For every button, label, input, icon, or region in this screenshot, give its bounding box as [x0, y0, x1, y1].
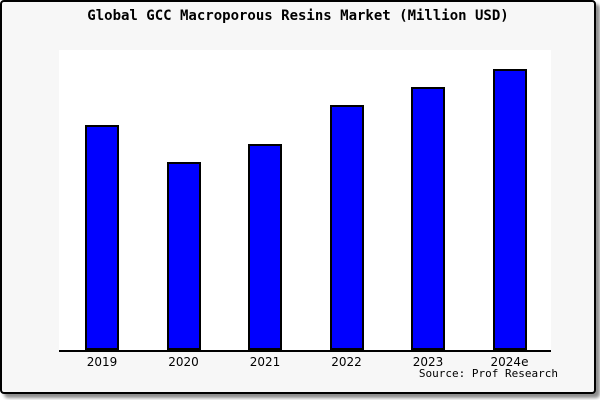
bar-2019	[85, 125, 119, 350]
x-tick-label-2022: 2022	[331, 355, 362, 369]
x-tick-label-2021: 2021	[249, 355, 281, 369]
bar-2020	[166, 162, 201, 350]
bar-2024e	[492, 69, 527, 350]
x-tick-label-2023: 2023	[412, 355, 444, 369]
chart-title: Global GCC Macroporous Resins Market (Mi…	[87, 8, 509, 24]
bar-2021	[248, 144, 282, 350]
source-credit: Source: Prof Research	[418, 367, 558, 380]
x-tick-label-2024e: 2024e	[490, 355, 529, 369]
plot-area	[59, 50, 551, 352]
bar-2022	[329, 105, 364, 350]
bar-2023	[411, 87, 445, 350]
chart-frame: Global GCC Macroporous Resins Market (Mi…	[0, 0, 596, 394]
x-tick-label-2020: 2020	[168, 355, 199, 369]
x-tick-label-2019: 2019	[86, 355, 118, 369]
